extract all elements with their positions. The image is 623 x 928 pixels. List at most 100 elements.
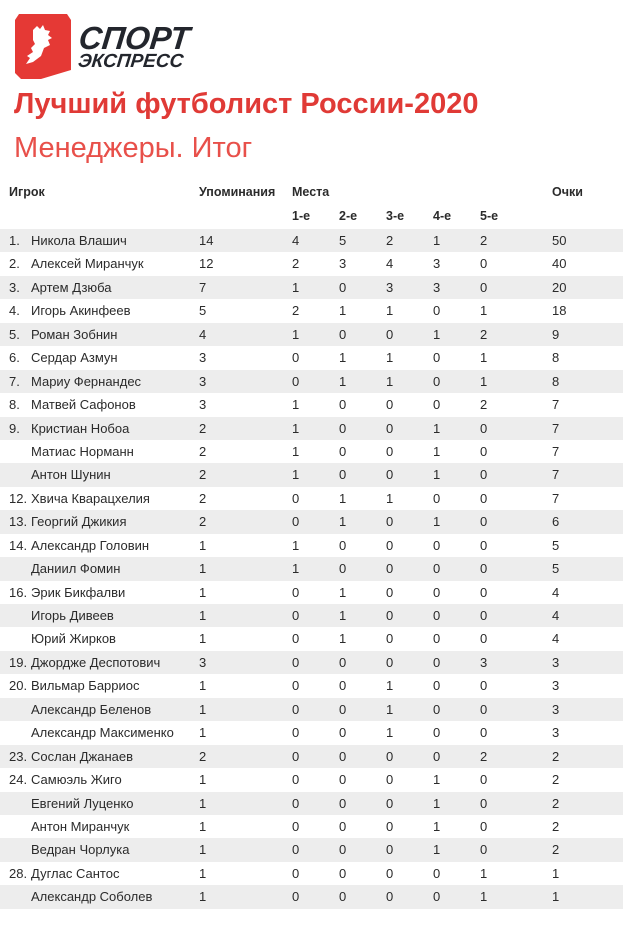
place-3-cell: 0 [386,889,394,905]
place-1-cell: 0 [292,795,300,811]
points-cell: 2 [552,842,560,858]
mentions-cell: 1 [199,889,207,905]
table-row: Александр Соболев 1 0 0 0 0 1 1 [0,885,623,909]
place-2-cell: 0 [339,326,347,342]
rank-cell: 24. [9,772,28,788]
table-row: 24. Самюэль Жиго 1 0 0 0 1 0 2 [0,768,623,791]
place-4-cell: 1 [433,233,441,248]
place-1-cell: 0 [292,772,300,788]
place-3-cell: 0 [386,772,394,788]
player-name: Евгений Луценко [31,795,134,811]
player-name: Игорь Дивеев [31,608,114,623]
place-5-cell: 1 [480,373,488,389]
place-1-cell: 0 [292,678,300,694]
place-4-cell: 1 [433,795,441,811]
mentions-cell: 1 [199,537,207,553]
place-2-cell: 1 [339,608,347,623]
place-5-cell: 0 [480,818,488,834]
points-cell: 3 [552,725,560,741]
points-cell: 2 [552,818,560,834]
place-1-cell: 4 [292,233,300,248]
place-2-cell: 1 [339,350,347,366]
place-4-cell: 1 [433,514,441,530]
rank-cell: 28. [9,865,28,881]
place-1-cell: 2 [292,256,300,272]
points-cell: 5 [552,537,560,553]
header-points: Очки [552,185,583,199]
place-2-cell: 0 [339,420,347,436]
table-row: 8. Матвей Сафонов 3 1 0 0 0 2 7 [0,393,623,416]
mentions-cell: 7 [199,279,207,295]
rank-cell: 7. [9,373,20,389]
place-3-cell: 0 [386,748,394,764]
points-cell: 5 [552,561,560,577]
place-5-cell: 0 [480,490,488,506]
place-1-cell: 2 [292,303,300,319]
rank-cell: 20. [9,678,28,694]
points-cell: 8 [552,373,560,389]
place-2-cell: 0 [339,397,347,413]
table-row: 14. Александр Головин 1 1 0 0 0 0 5 [0,534,623,557]
place-3-cell: 1 [386,701,394,717]
player-name: Мариу Фернандес [31,373,142,389]
place-3-cell: 1 [386,350,394,366]
place-5-cell: 0 [480,608,488,623]
place-1-cell: 0 [292,748,300,764]
mentions-cell: 1 [199,608,207,623]
place-3-cell: 0 [386,865,394,881]
place-2-cell: 0 [339,725,347,741]
place-5-cell: 0 [480,701,488,717]
mentions-cell: 4 [199,326,207,342]
place-4-cell: 1 [433,443,441,459]
player-name: Александр Соболев [31,889,153,905]
table-row: Матиас Норманн 2 1 0 0 1 0 7 [0,440,623,463]
place-5-cell: 3 [480,654,488,670]
mentions-cell: 1 [199,631,207,647]
player-name: Сослан Джанаев [31,748,134,764]
place-2-cell: 0 [339,443,347,459]
player-name: Роман Зобнин [31,326,118,342]
rank-cell: 13. [9,514,28,530]
place-3-cell: 0 [386,818,394,834]
place-1-cell: 0 [292,865,300,881]
mentions-cell: 3 [199,397,207,413]
place-4-cell: 1 [433,818,441,834]
rank-cell: 12. [9,490,28,506]
table-row: Ведран Чорлука 1 0 0 0 1 0 2 [0,838,623,862]
table-row: Юрий Жирков 1 0 1 0 0 0 4 [0,627,623,650]
place-4-cell: 1 [433,326,441,342]
place-5-cell: 2 [480,326,488,342]
place-4-cell: 0 [433,678,441,694]
place-4-cell: 0 [433,889,441,905]
place-4-cell: 0 [433,397,441,413]
table-row: 23. Сослан Джанаев 2 0 0 0 0 2 2 [0,744,623,769]
page-title: Лучший футболист России-2020 [14,88,479,120]
mentions-cell: 1 [199,842,207,858]
points-cell: 3 [552,654,560,670]
place-3-cell: 1 [386,373,394,389]
place-1-cell: 0 [292,490,300,506]
rank-cell: 8. [9,397,20,413]
place-4-cell: 1 [433,420,441,436]
header-places: Места [292,185,330,199]
place-2-cell: 0 [339,842,347,858]
place-5-cell: 0 [480,631,488,647]
points-cell: 7 [552,443,560,459]
place-4-cell: 3 [433,256,441,272]
place-3-cell: 3 [386,279,394,295]
player-name: Алексей Миранчук [31,256,144,272]
points-cell: 3 [552,678,560,694]
place-4-cell: 0 [433,373,441,389]
table-row: 16. Эрик Бикфалви 1 0 1 0 0 0 4 [0,581,623,604]
place-2-cell: 0 [339,748,347,764]
table-row: 6. Сердар Азмун 3 0 1 1 0 1 8 [0,346,623,369]
place-4-cell: 1 [433,772,441,788]
place-4-cell: 0 [433,303,441,319]
place-5-cell: 0 [480,842,488,858]
player-name: Георгий Джикия [31,514,127,530]
place-3-cell: 1 [386,725,394,741]
rank-cell: 16. [9,584,28,600]
place-4-cell: 0 [433,865,441,881]
points-cell: 50 [552,233,567,248]
mentions-cell: 5 [199,303,207,319]
